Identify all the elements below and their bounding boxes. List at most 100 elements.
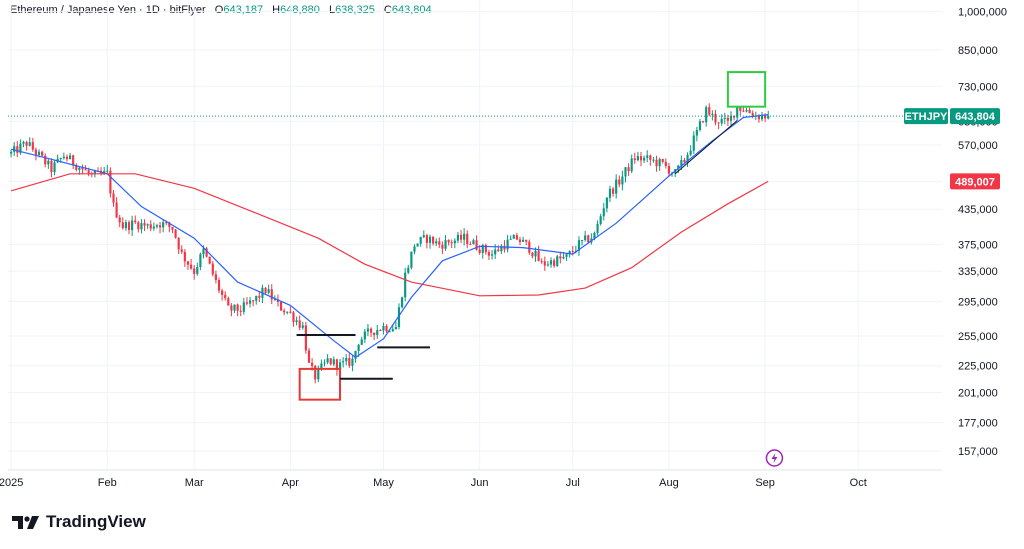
candle-body: [320, 363, 323, 368]
candle-body: [447, 240, 450, 243]
ma-price-label: 489,007: [955, 176, 995, 188]
candle-body: [236, 304, 239, 311]
candle-body: [453, 240, 456, 244]
candle-body: [695, 129, 698, 136]
candle-body: [221, 290, 224, 295]
candle-body: [121, 222, 124, 229]
candle-body: [577, 240, 581, 251]
candle-body: [298, 320, 301, 328]
candle-body: [326, 358, 329, 363]
candle-body: [214, 274, 217, 280]
candle-body: [264, 287, 267, 293]
candle-body: [720, 118, 723, 124]
candle-body: [10, 151, 13, 154]
tradingview-wordmark: TradingView: [46, 512, 146, 531]
tradingview-logo[interactable]: TradingView: [12, 512, 146, 532]
candle-body: [165, 222, 168, 224]
candle-body: [487, 252, 491, 256]
candle-body: [602, 208, 605, 217]
candle-body: [25, 141, 28, 146]
candle-body: [404, 272, 407, 298]
candle-body: [615, 179, 618, 194]
candle-body: [289, 311, 292, 313]
lightning-bolt-glyph: [771, 453, 778, 463]
candle-body: [649, 155, 652, 160]
candle-body: [140, 223, 143, 230]
candle-body: [624, 167, 627, 177]
x-tick-label: Aug: [659, 477, 679, 489]
candle-body: [553, 260, 556, 266]
close-value: 643,804: [391, 4, 432, 16]
tradingview-logo-icon: [12, 516, 39, 529]
candle-body: [621, 176, 624, 185]
candle-body: [708, 107, 711, 115]
candle-body: [47, 160, 50, 165]
candle-body: [525, 239, 528, 242]
candle-body: [354, 350, 357, 359]
candle-body: [323, 362, 326, 364]
candle-body: [115, 202, 118, 218]
candle-body: [75, 164, 78, 170]
candle-body: [273, 299, 276, 301]
y-tick-label: 201,000: [958, 387, 998, 399]
candle-body: [400, 297, 404, 308]
candle-body: [587, 235, 590, 243]
x-tick-label: Apr: [282, 477, 299, 489]
candle-body: [22, 141, 25, 144]
candle-body: [428, 236, 432, 243]
candle-body: [469, 244, 472, 246]
y-tick-label: 335,000: [958, 266, 998, 278]
x-tick-label: Jun: [471, 477, 489, 489]
y-tick-label: 730,000: [958, 81, 998, 93]
candle-body: [643, 157, 646, 161]
y-tick-label: 225,000: [958, 361, 998, 373]
candle-body: [419, 237, 422, 244]
candle-body: [342, 361, 345, 363]
candle-body: [664, 161, 667, 166]
candle-body: [611, 188, 615, 194]
candle-body: [348, 357, 351, 366]
candle-body: [593, 232, 596, 239]
candle-body: [633, 158, 636, 161]
x-tick-label: 2025: [0, 477, 23, 489]
candle-body: [224, 294, 227, 299]
candle-body: [345, 357, 348, 362]
candle-body: [680, 160, 683, 166]
candle-body: [686, 154, 689, 162]
candle-body: [369, 328, 373, 333]
candle-body: [509, 238, 512, 240]
candle-body: [729, 115, 733, 121]
low-label: L: [328, 4, 336, 16]
candle-body: [438, 241, 441, 245]
open-label: O: [214, 4, 224, 16]
candle-body: [571, 251, 574, 253]
candle-body: [745, 109, 748, 112]
candle-body: [391, 329, 394, 332]
candle-body: [351, 358, 354, 366]
last-price-label: 643,804: [955, 111, 996, 123]
candle-body: [736, 106, 739, 118]
candle-body: [16, 146, 19, 153]
candle-body: [307, 350, 311, 363]
candle-body: [692, 135, 695, 151]
candle-body: [270, 289, 273, 300]
y-tick-label: 375,000: [958, 239, 998, 251]
candle-body: [276, 299, 280, 302]
candle-body: [134, 220, 137, 223]
candle-body: [109, 170, 112, 194]
candle-body: [540, 260, 543, 262]
candle-body: [13, 146, 16, 152]
candle-body: [416, 243, 419, 247]
candle-body: [556, 256, 559, 266]
candle-body: [751, 113, 754, 117]
candle-body: [174, 229, 177, 238]
candle-body: [512, 235, 515, 239]
candle-body: [317, 367, 320, 380]
candle-body: [196, 267, 199, 274]
candle-body: [376, 330, 379, 336]
close-label: C: [383, 4, 392, 16]
candle-body: [435, 241, 438, 244]
candle-body: [44, 155, 47, 165]
candle-body: [183, 251, 186, 262]
